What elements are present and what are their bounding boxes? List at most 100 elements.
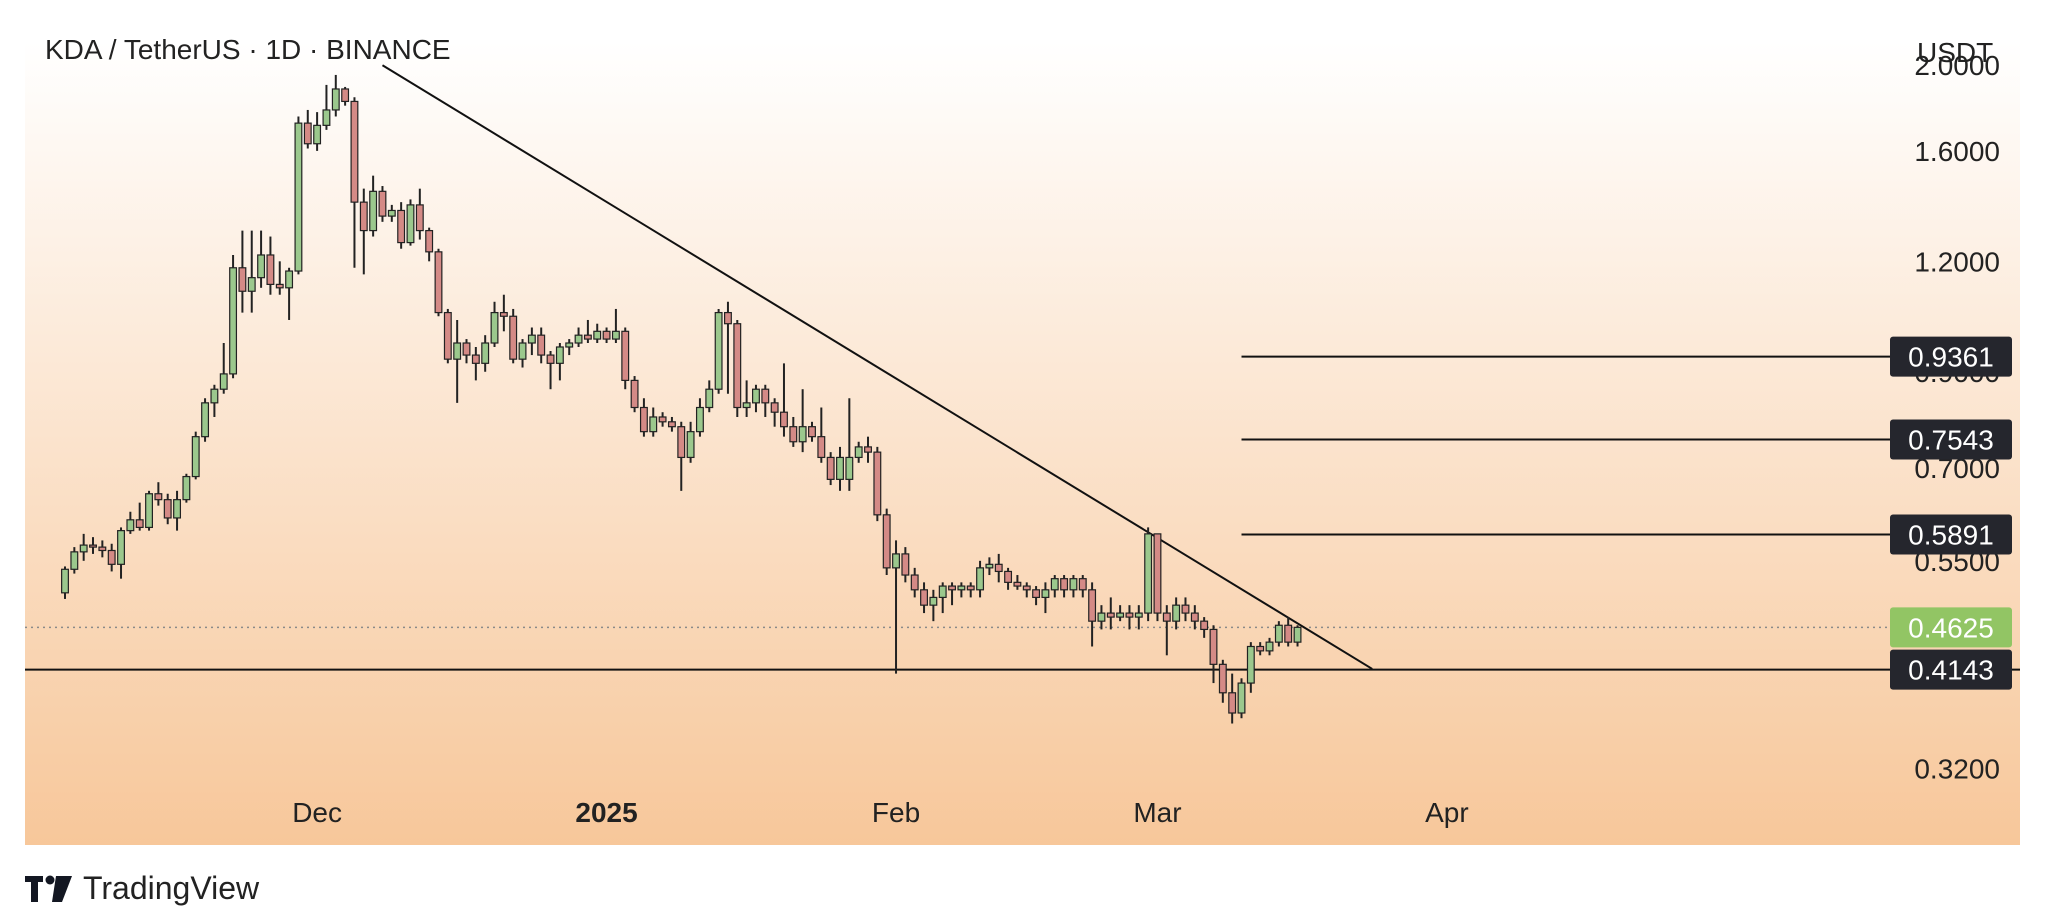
- bearish-candle: [378, 186, 387, 222]
- symbol-title: KDA / TetherUS · 1D · BINANCE: [45, 34, 451, 65]
- bearish-candle: [266, 236, 275, 295]
- chart-area[interactable]: 2.00001.60001.20000.90000.70000.55000.32…: [25, 0, 2020, 845]
- bearish-candle: [1162, 605, 1171, 656]
- bearish-candle: [107, 543, 116, 572]
- bullish-candle: [957, 582, 966, 598]
- price-axis-tick-label: 2.0000: [1914, 50, 2000, 81]
- bearish-candle: [677, 421, 686, 491]
- bullish-candle: [79, 533, 88, 561]
- candle-body: [145, 493, 153, 529]
- bearish-candle: [1022, 582, 1031, 598]
- bearish-candle: [723, 301, 732, 394]
- bearish-candle: [341, 86, 350, 106]
- bullish-candle: [1069, 575, 1078, 598]
- candle-body: [61, 568, 69, 594]
- bearish-candle: [1153, 533, 1162, 622]
- candle-body: [462, 342, 471, 356]
- candle-body: [117, 530, 125, 565]
- bearish-candle: [546, 351, 555, 390]
- candle-body: [854, 446, 863, 459]
- candle-body: [677, 426, 686, 459]
- bearish-candle: [1256, 642, 1265, 656]
- bearish-candle: [1228, 673, 1237, 724]
- candle-body: [1032, 589, 1041, 599]
- bullish-candle: [406, 199, 415, 246]
- candle-body: [1200, 620, 1209, 631]
- bearish-candle: [163, 493, 172, 525]
- candle-body: [565, 342, 574, 348]
- bearish-candle: [910, 567, 919, 598]
- candle-body: [705, 388, 714, 409]
- currency-label: USDT: [1917, 37, 1994, 68]
- candle-body: [359, 201, 368, 232]
- price-level-value: 0.5891: [1908, 519, 1994, 550]
- bullish-candle: [611, 308, 620, 344]
- bearish-candle: [658, 412, 667, 427]
- bearish-candle: [882, 508, 891, 576]
- price-axis-tick-label: 1.2000: [1914, 246, 2000, 277]
- bullish-candle: [555, 343, 564, 381]
- candle-body: [752, 388, 760, 404]
- price-labels: 0.9361 0.7543 0.5891 0.4625 0.4143: [1890, 336, 2012, 690]
- bearish-candle: [135, 502, 144, 531]
- tradingview-footer[interactable]: TradingView: [25, 870, 259, 907]
- bearish-candle: [1125, 605, 1134, 630]
- candle-body: [387, 209, 396, 217]
- bearish-candle: [733, 319, 742, 417]
- drawing-lines: [25, 64, 2020, 671]
- bearish-candle: [873, 446, 882, 522]
- candle-body: [826, 456, 835, 480]
- candle-body: [714, 311, 723, 390]
- candle-body: [1116, 612, 1125, 618]
- bearish-candle: [761, 384, 770, 417]
- bullish-candle: [117, 527, 125, 579]
- bearish-candle: [667, 416, 676, 432]
- bullish-candle: [527, 327, 536, 356]
- bullish-candle: [518, 339, 527, 368]
- time-axis[interactable]: Dec 2025 Feb Mar Apr: [292, 797, 1469, 828]
- candle-body: [98, 546, 107, 552]
- candle-body: [1162, 612, 1171, 622]
- candle-body: [630, 379, 639, 409]
- time-axis-tick-label: 2025: [575, 797, 637, 828]
- candlestick-chart[interactable]: 2.00001.60001.20000.90000.70000.55000.32…: [25, 0, 2020, 845]
- price-level-value: 0.4625: [1908, 612, 1994, 643]
- bearish-candle: [1106, 597, 1115, 630]
- bearish-candle: [238, 230, 247, 313]
- candle-body: [1293, 626, 1302, 643]
- candle-body: [173, 499, 182, 519]
- candle-body: [836, 456, 844, 480]
- candle-body: [79, 544, 88, 553]
- candle-body: [602, 330, 611, 340]
- candle-body: [1246, 645, 1255, 684]
- candle-body: [1097, 612, 1106, 622]
- descending-trendline[interactable]: [381, 64, 1373, 670]
- candle-body: [910, 574, 919, 591]
- bearish-candle: [621, 327, 630, 390]
- price-axis-tick-label: 1.6000: [1914, 136, 2000, 167]
- bullish-candle: [126, 511, 135, 534]
- bearish-candle: [817, 407, 826, 463]
- bullish-candle: [985, 557, 994, 576]
- candle-body: [443, 311, 452, 360]
- candle-body: [266, 254, 275, 285]
- candle-body: [1013, 581, 1022, 587]
- candle-body: [154, 493, 163, 501]
- candle-body: [303, 122, 312, 145]
- bearish-candle: [154, 482, 163, 506]
- bullish-candle: [892, 540, 900, 674]
- candle-body: [994, 563, 1003, 573]
- candle-body: [1190, 612, 1199, 622]
- bullish-candle: [976, 560, 985, 598]
- bearish-candle: [1060, 575, 1069, 598]
- bearish-candle: [808, 421, 816, 442]
- bullish-candle: [257, 230, 266, 288]
- candle-body: [210, 388, 219, 404]
- bearish-candle: [1218, 659, 1227, 703]
- bullish-candle: [1237, 678, 1246, 719]
- candle-body: [1153, 533, 1162, 614]
- candle-body: [294, 122, 303, 272]
- bullish-candle: [1134, 605, 1143, 630]
- bearish-candle: [1088, 582, 1097, 647]
- bearish-candle: [1078, 575, 1087, 598]
